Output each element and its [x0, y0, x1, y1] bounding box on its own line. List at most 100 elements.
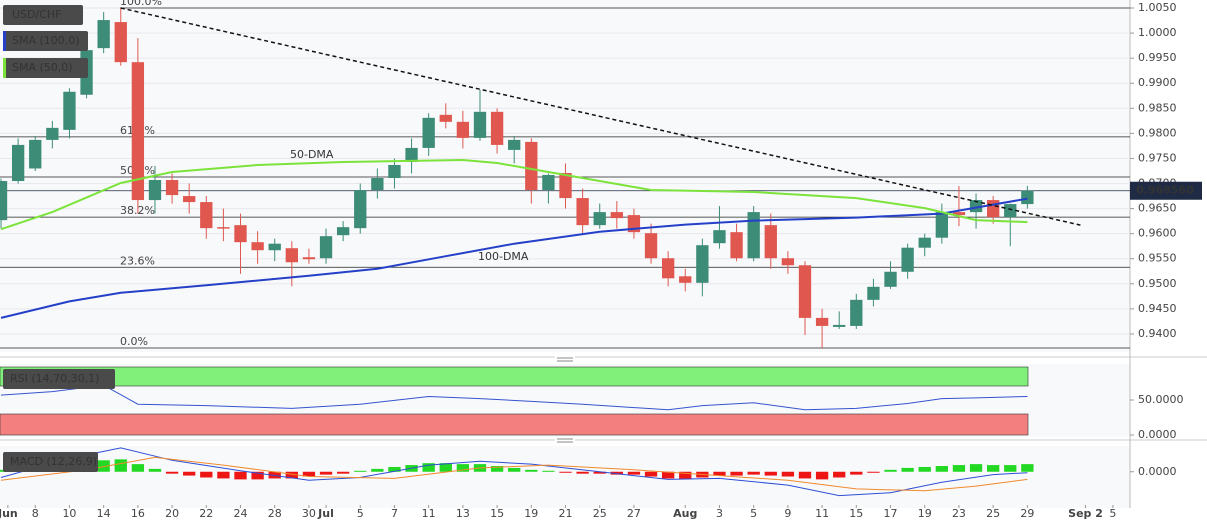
marks [0, 8, 1034, 480]
macd-histogram-bar [456, 464, 470, 472]
macd-histogram-bar [114, 459, 127, 472]
y-tick-label: 0.9950 [1138, 51, 1177, 64]
candle-body [319, 236, 333, 259]
macd-histogram-bar [183, 471, 196, 476]
macd-histogram-bar [815, 471, 829, 480]
last-price-label: 0.968560 [1136, 184, 1194, 197]
candle-body [833, 324, 846, 327]
sma-annotation: 50-DMA [290, 148, 334, 161]
y-tick-label: 0.9800 [1138, 126, 1177, 139]
macd-histogram-bar [969, 464, 983, 472]
legend-swatch [3, 31, 6, 51]
rsi-line [0, 384, 1028, 411]
legend-swatch [3, 58, 6, 78]
candle-body [508, 139, 521, 150]
macd-histogram-bar [542, 470, 555, 472]
y-tick-label: 1.0050 [1138, 1, 1177, 14]
sma-line [0, 197, 1028, 319]
macd-histogram-bar [1021, 464, 1034, 472]
macd-histogram-bar [593, 471, 606, 474]
candle-body [302, 257, 316, 260]
macd-histogram-bar [644, 471, 658, 477]
x-tick-label: 24 [234, 507, 248, 520]
candle-body [747, 212, 760, 259]
candle-body [473, 111, 487, 138]
sma-line [0, 158, 1028, 231]
pane-handle[interactable] [555, 356, 575, 362]
macd-histogram-bar [371, 468, 384, 472]
x-tick-label: 30 [302, 507, 316, 520]
candle-body [901, 247, 914, 272]
x-tick-label: 21 [559, 507, 573, 520]
x-tick-label: 5 [357, 507, 364, 520]
y-tick-label: 0.9550 [1138, 252, 1177, 265]
macd-histogram-bar [251, 471, 264, 480]
x-tick-label: 19 [524, 507, 538, 520]
macd-histogram-bar [285, 471, 298, 479]
macd-histogram-bar [200, 471, 213, 478]
legend-box[interactable] [3, 58, 88, 78]
macd-histogram-bar [354, 470, 367, 472]
x-tick-label: 9 [784, 507, 791, 520]
macd-histogram-bar [576, 471, 589, 474]
candle-body [131, 62, 145, 201]
candle-body [696, 245, 709, 283]
candle-body [525, 141, 538, 191]
candle-body [371, 178, 384, 191]
x-tick-label: 25 [593, 507, 607, 520]
macd-histogram-bar [850, 471, 863, 475]
macd-histogram-bar [234, 471, 247, 480]
y-tick-label: 0.0000 [1138, 428, 1177, 441]
legend-box[interactable] [3, 5, 83, 25]
candle-body [713, 230, 726, 244]
legend-label: RSI (14,70,30,1) [10, 372, 99, 385]
y-tick-label: 0.9400 [1138, 327, 1177, 340]
macd-histogram-bar [901, 467, 914, 472]
macd-histogram-bar [610, 471, 623, 475]
macd-histogram-bar [97, 460, 110, 472]
candle-body [1021, 190, 1034, 205]
x-tick-label: 11 [815, 507, 829, 520]
macd-histogram-bar [952, 465, 966, 472]
candle-body [200, 202, 213, 229]
candle-body [798, 265, 812, 318]
macd-histogram-bar [935, 466, 948, 472]
candle-body [542, 174, 555, 191]
y-tick-label: 0.9850 [1138, 101, 1177, 114]
candle-body [815, 317, 829, 326]
candle-body [63, 91, 76, 130]
signal-line [0, 456, 1028, 492]
legend-box[interactable] [3, 31, 88, 51]
x-tick-label: 11 [422, 507, 436, 520]
candle-body [422, 117, 435, 148]
macd-histogram-bar [679, 471, 692, 480]
candle-body [234, 225, 247, 243]
legend-label: MACD (12,26,9) [10, 455, 97, 468]
candle-body [1004, 204, 1017, 218]
legend-box[interactable] [3, 369, 115, 389]
macd-histogram-bar [764, 471, 777, 476]
candle-body [867, 286, 880, 300]
rsi-overbought-zone [0, 366, 1029, 387]
x-tick-label: 25 [986, 507, 1000, 520]
x-tick-label: 3 [716, 507, 723, 520]
candle-body [165, 180, 179, 196]
candle-body [29, 139, 42, 169]
candle-body [456, 121, 470, 138]
candle-body [268, 243, 281, 251]
legend-box[interactable] [3, 452, 98, 472]
y-tick-label: 0.9450 [1138, 302, 1177, 315]
macd-histogram-bar [422, 463, 435, 472]
candle-body [148, 180, 162, 201]
pane-handle[interactable] [555, 437, 575, 443]
candle-body [97, 20, 110, 49]
candle-body [781, 258, 795, 266]
macd-histogram-bar [336, 471, 350, 474]
candle-body [183, 196, 196, 203]
candle-body [114, 22, 127, 63]
candle-body [884, 271, 897, 287]
x-tick-label: Aug [673, 507, 697, 520]
macd-histogram-bar [165, 471, 179, 474]
candle-body [405, 147, 418, 162]
